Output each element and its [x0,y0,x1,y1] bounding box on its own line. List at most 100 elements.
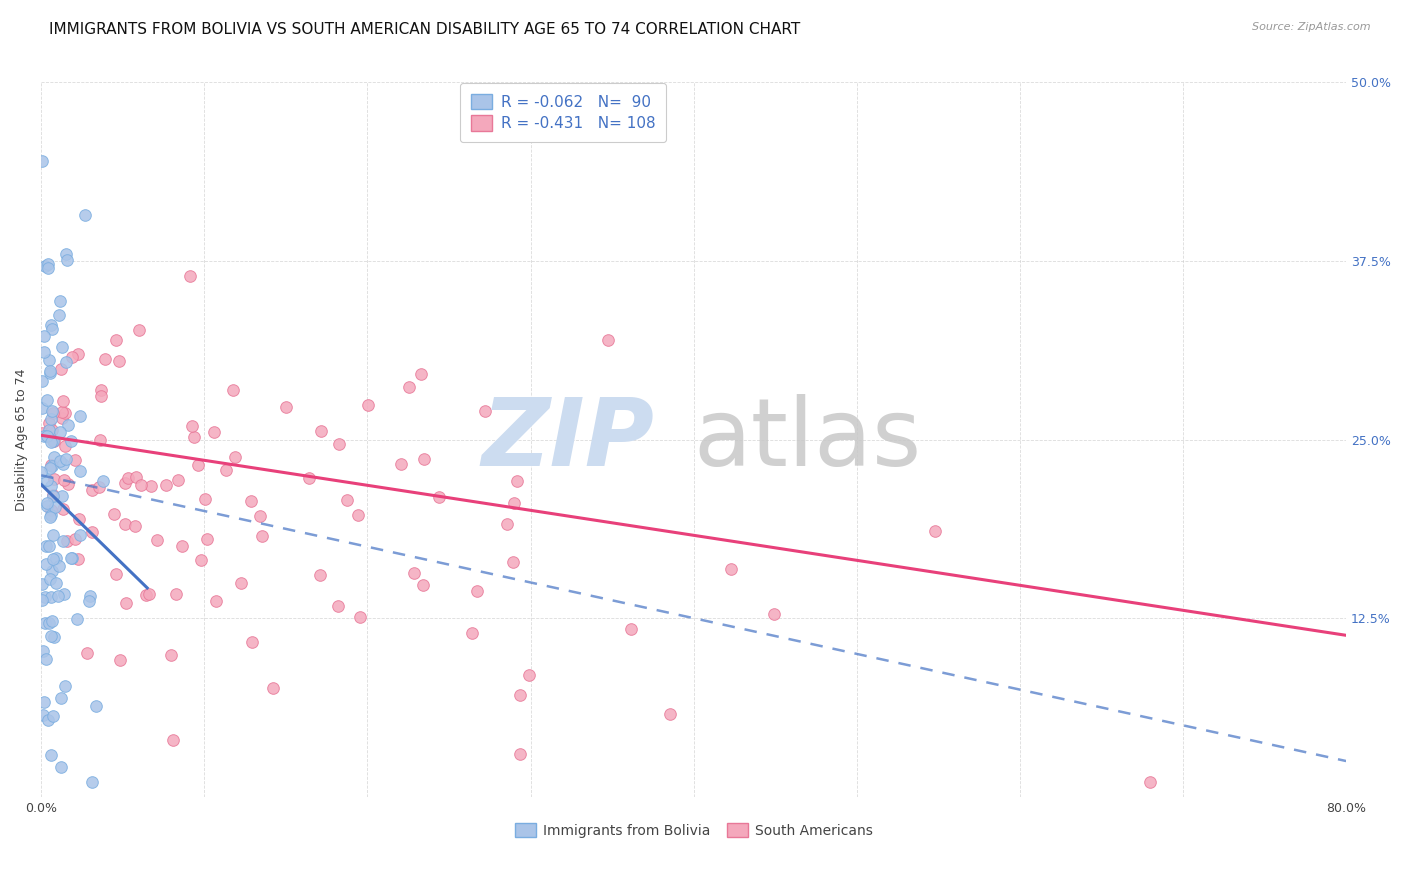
Point [41,458,63,473]
Point [48,425,70,439]
Point [502,555,524,569]
Point [240,494,263,508]
Point [44,500,66,514]
Point [160,648,183,662]
Point [41,404,63,418]
Point [56,476,79,491]
Point [34,259,56,273]
Point [32,329,55,343]
Point [762,607,785,621]
Point [517,667,540,681]
Point [56,533,79,548]
Point [502,496,524,510]
Point [128,323,150,337]
Point [69,409,91,424]
Point [347,508,370,522]
Point [37,714,59,728]
Point [52,586,75,600]
Point [38,510,60,524]
Point [39,460,62,475]
Point [509,688,531,702]
Point [32,708,55,723]
Point [720,562,742,576]
Point [31,375,53,389]
Point [202,425,225,439]
Point [31,576,53,591]
Point [461,626,484,640]
Point [114,596,136,610]
Point [35,557,58,571]
Point [51,760,73,774]
Point [42,551,65,566]
Point [65,532,87,546]
Point [496,516,519,531]
Point [39,367,62,381]
Point [214,463,236,477]
Point [105,334,128,348]
Point [42,490,65,504]
Point [51,405,73,419]
Point [32,695,55,709]
Point [39,503,62,517]
Point [77,594,100,608]
Point [183,430,205,444]
Point [41,479,63,493]
Point [52,394,75,409]
Point [155,478,177,492]
Point [51,489,73,503]
Point [41,459,63,474]
Point [49,454,72,468]
Point [34,590,56,604]
Point [52,502,75,516]
Point [87,480,110,494]
Text: Source: ZipAtlas.com: Source: ZipAtlas.com [1253,22,1371,32]
Text: ZIP: ZIP [482,393,655,485]
Point [1139,775,1161,789]
Point [52,458,75,472]
Point [41,488,63,502]
Point [45,576,67,591]
Point [465,584,488,599]
Point [924,524,946,538]
Point [409,367,432,381]
Point [90,389,112,403]
Point [38,416,60,430]
Point [389,457,412,471]
Point [39,629,62,643]
Point [89,433,111,447]
Point [34,428,56,442]
Point [48,558,70,573]
Point [194,491,217,506]
Point [328,599,350,613]
Point [135,588,157,602]
Point [60,550,83,565]
Point [67,512,90,526]
Point [67,347,90,361]
Point [41,322,63,336]
Point [38,352,60,367]
Point [165,586,187,600]
Point [146,533,169,547]
Point [56,417,79,432]
Text: atlas: atlas [693,393,922,485]
Point [31,401,53,416]
Point [108,354,131,368]
Point [620,623,643,637]
Legend: Immigrants from Bolivia, South Americans: Immigrants from Bolivia, South Americans [509,817,877,843]
Point [38,615,60,630]
Point [105,567,128,582]
Point [205,594,228,608]
Point [39,508,62,522]
Point [90,383,112,397]
Point [34,616,56,631]
Point [402,566,425,581]
Point [30,466,52,480]
Point [108,653,131,667]
Point [129,478,152,492]
Point [41,564,63,578]
Point [125,470,148,484]
Point [298,470,321,484]
Point [45,550,67,565]
Point [162,732,184,747]
Point [53,473,76,487]
